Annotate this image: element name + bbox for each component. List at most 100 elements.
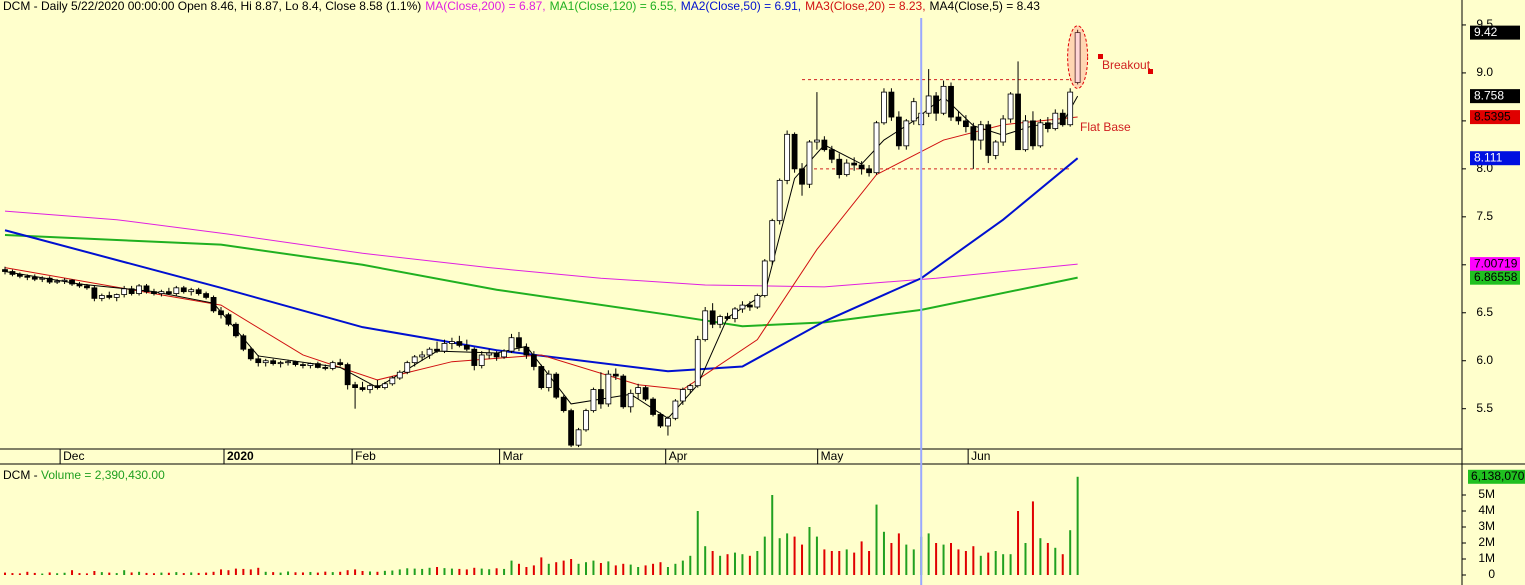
header-text: DCM -: [3, 468, 41, 482]
candle-body: [91, 287, 98, 299]
volume-bar: [182, 573, 185, 575]
candle-body: [523, 346, 530, 356]
last-value-box: [1470, 110, 1520, 125]
volume-bar: [436, 567, 439, 575]
volume-bar: [860, 541, 863, 575]
volume-bar: [771, 495, 774, 575]
volume-bar: [450, 568, 453, 575]
candle-body: [1059, 112, 1066, 126]
candle-body: [329, 362, 336, 369]
volume-bar: [145, 572, 148, 575]
volume-bar: [517, 563, 520, 575]
volume-bar: [935, 543, 938, 575]
volume-bar: [704, 546, 707, 575]
volume-bar: [264, 571, 267, 575]
candle-body: [709, 310, 716, 325]
candle-body: [84, 285, 90, 289]
candle-body: [285, 361, 291, 364]
volume-bar: [421, 568, 424, 575]
volume-bar: [570, 559, 573, 575]
candle-body: [493, 352, 500, 358]
candle-body: [866, 168, 872, 174]
candle-body: [791, 133, 798, 170]
last-value-box: [1470, 89, 1520, 104]
volume-bar: [56, 573, 59, 575]
volume-bar: [115, 573, 118, 575]
volume-bar: [808, 527, 811, 575]
volume-bar: [398, 569, 401, 575]
volume-bar: [3, 572, 6, 575]
volume-bar: [443, 568, 446, 575]
candle-body: [672, 400, 679, 419]
volume-bar: [1046, 543, 1049, 575]
candle-body: [247, 348, 254, 360]
volume-bar: [11, 573, 14, 575]
candle-body: [98, 295, 105, 299]
y-tick-label: 0: [1488, 567, 1495, 581]
candle-body: [113, 294, 120, 298]
ma-line: [4, 234, 1078, 328]
volume-bar: [63, 572, 66, 575]
candle-body: [352, 384, 358, 388]
volume-bar: [324, 571, 327, 575]
candle-body: [1030, 120, 1036, 147]
volume-bar: [652, 563, 655, 575]
y-tick-label: 5M: [1478, 487, 1495, 501]
candle-body: [836, 158, 843, 176]
volume-bar: [100, 572, 103, 575]
volume-bar: [786, 533, 789, 575]
volume-bar: [659, 562, 662, 575]
volume-bar: [599, 563, 602, 575]
last-value-label: 6,138,070: [1471, 469, 1525, 483]
volume-bar: [160, 572, 163, 575]
volume-bar: [480, 568, 483, 575]
legend-entry: MA1(Close,120) = 6.55,: [550, 0, 677, 13]
volume-bar: [354, 569, 357, 575]
candle-body: [568, 410, 575, 446]
volume-bar: [108, 572, 111, 575]
volume-bar: [532, 565, 535, 575]
candle-body: [76, 283, 83, 287]
header-text: DCM - Daily 5/22/2020 00:00:00 Open 8.46…: [3, 0, 421, 13]
legend-entry: MA3(Close,20) = 8.23,: [805, 0, 925, 13]
candle-body: [240, 335, 247, 350]
volume-bar: [830, 551, 833, 575]
volume-bar: [696, 511, 699, 575]
volume-bar: [987, 552, 990, 575]
candle-body: [992, 141, 999, 156]
candle-body: [530, 354, 537, 367]
annotation: Breakout: [1102, 58, 1151, 72]
legend-entry: MA2(Close,50) = 6.91,: [681, 0, 801, 13]
candle-body: [314, 363, 321, 368]
candle-body: [262, 360, 269, 364]
candle-body: [776, 179, 783, 222]
volume-bar: [346, 570, 349, 575]
candle-body: [374, 385, 381, 388]
candle-body: [478, 354, 485, 366]
volume-bar: [585, 562, 588, 575]
volume-bar: [801, 544, 804, 575]
volume-bar: [756, 551, 759, 575]
candle-body: [277, 362, 284, 365]
volume-bar: [905, 544, 908, 575]
last-value-label: 8.111: [1474, 150, 1503, 164]
volume-bar: [279, 572, 282, 575]
x-tick-label: Apr: [669, 449, 688, 463]
volume-bar: [1031, 501, 1034, 575]
marker: [1098, 54, 1103, 59]
candle-body: [449, 341, 455, 344]
candle-body: [203, 293, 210, 298]
volume-bar: [942, 544, 945, 575]
volume-bar: [488, 569, 491, 575]
candle-body: [486, 352, 493, 356]
candle-body: [642, 387, 649, 400]
candle-body: [858, 164, 865, 170]
candle-body: [210, 297, 217, 312]
candle-body: [322, 367, 329, 369]
candle-body: [538, 366, 545, 388]
candle-body: [627, 392, 634, 408]
volume-bar: [227, 570, 230, 575]
candle-body: [344, 364, 351, 386]
volume-bar: [331, 572, 334, 575]
volume-bar: [428, 567, 431, 575]
